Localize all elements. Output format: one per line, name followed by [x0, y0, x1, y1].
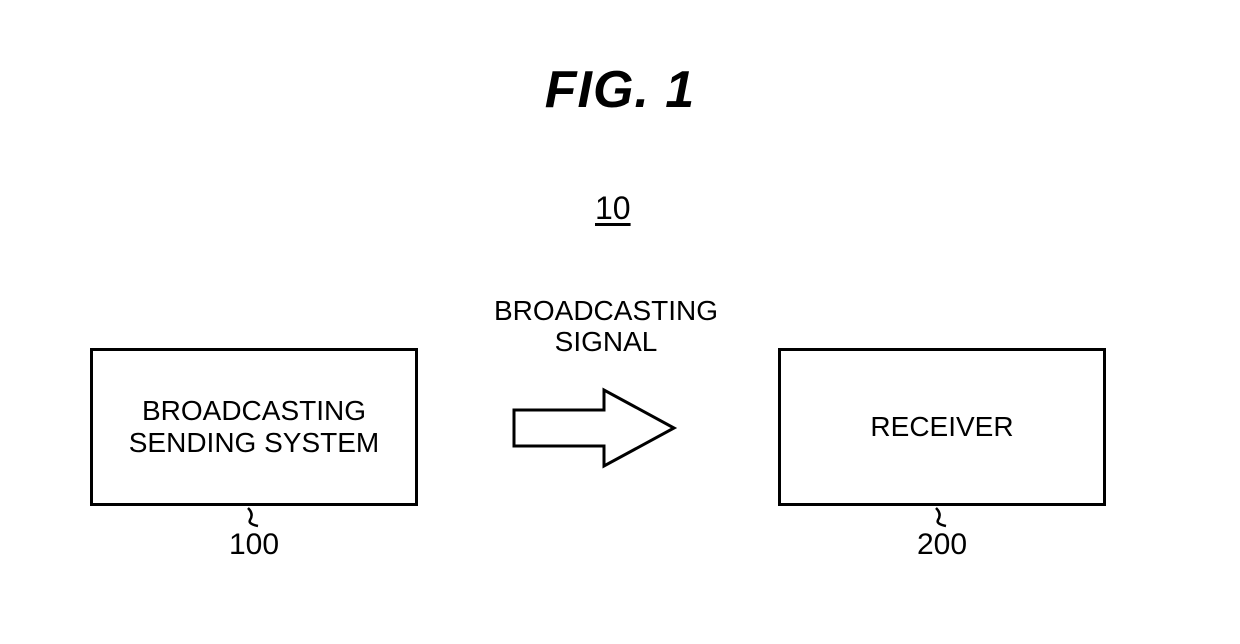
broadcasting-signal-arrow: [504, 378, 684, 483]
diagram-canvas: FIG. 1 10 BROADCASTINGSENDING SYSTEM 100…: [0, 0, 1240, 644]
arrow-icon: [504, 378, 684, 478]
figure-title: FIG. 1: [0, 60, 1240, 120]
broadcasting-signal-label: BROADCASTINGSIGNAL: [466, 296, 746, 358]
receiver-box: RECEIVER: [778, 348, 1106, 506]
receiver-ref-tick: [932, 506, 952, 528]
sender-ref-tick: [244, 506, 264, 528]
system-reference-number: 10: [595, 190, 631, 227]
receiver-label: RECEIVER: [870, 411, 1013, 443]
broadcasting-sending-system-label: BROADCASTINGSENDING SYSTEM: [129, 395, 379, 459]
receiver-reference-number: 200: [912, 528, 972, 562]
sender-reference-number: 100: [224, 528, 284, 562]
broadcasting-sending-system-box: BROADCASTINGSENDING SYSTEM: [90, 348, 418, 506]
